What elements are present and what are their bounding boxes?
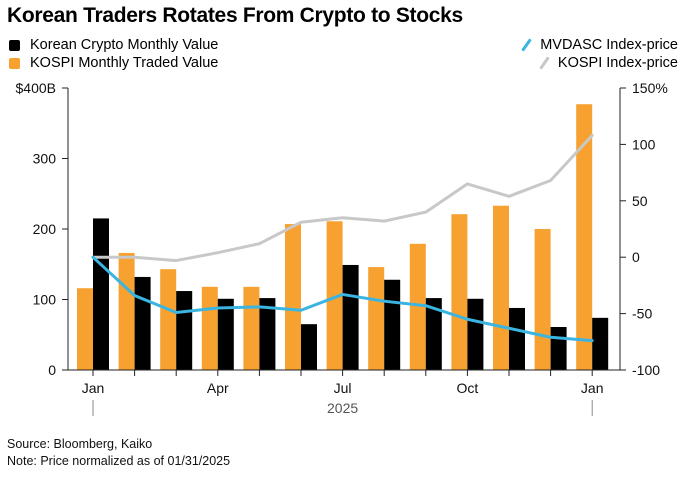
left-axis-tick-label: 300 <box>33 151 57 167</box>
crypto-value-bar <box>509 307 525 370</box>
legend-square-icon <box>9 57 20 69</box>
legend-square-icon <box>9 39 20 51</box>
crypto-value-bar <box>384 279 401 370</box>
crypto-value-bar <box>301 324 317 370</box>
kospi-value-bar <box>243 286 260 370</box>
right-axis-tick-label: 0 <box>632 249 640 265</box>
crypto-value-bar <box>342 264 359 370</box>
kospi-value-bar <box>451 214 468 370</box>
source-note: Source: Bloomberg, Kaiko <box>7 437 153 451</box>
x-axis-tick-label: Jan <box>82 380 105 396</box>
kospi-value-bar <box>534 229 551 370</box>
right-axis-tick-label: 100 <box>632 136 656 152</box>
x-axis-year-label: 2025 <box>327 400 358 416</box>
kospi-value-bar <box>493 205 509 370</box>
legend-item-kospi-value: KOSPI Monthly Traded Value <box>9 55 218 71</box>
chart-title: Korean Traders Rotates From Crypto to St… <box>7 4 463 27</box>
legend-label: Korean Crypto Monthly Value <box>30 37 219 53</box>
kospi-value-bar <box>326 221 343 370</box>
crypto-value-bar <box>550 326 567 370</box>
left-axis-tick-label: 200 <box>33 221 57 237</box>
x-axis-tick-label: Apr <box>207 380 229 396</box>
kospi-value-bar <box>285 224 301 370</box>
kospi-value-bar <box>576 104 593 370</box>
kospi-value-bar <box>118 252 135 370</box>
left-axis-tick-label: 100 <box>33 292 57 308</box>
legend-label: MVDASC Index-price <box>540 37 678 53</box>
right-axis-tick-label: 50 <box>632 193 648 209</box>
right-axis-tick-label: 150% <box>632 80 668 96</box>
crypto-value-bar <box>259 298 276 370</box>
crypto-value-bar <box>217 298 234 370</box>
normalization-note: Note: Price normalized as of 01/31/2025 <box>7 454 231 468</box>
kospi-value-bar <box>77 288 93 370</box>
crypto-value-bar <box>176 291 193 370</box>
crypto-value-bar <box>134 276 151 370</box>
legend-item-crypto-value: Korean Crypto Monthly Value <box>9 37 218 53</box>
legend-item-kospi-price: KOSPI Index-price <box>539 55 678 71</box>
left-axis-tick-label: 0 <box>48 362 56 378</box>
crypto-value-bar <box>425 298 442 370</box>
mvdasc-price-line <box>91 255 594 343</box>
kospi-value-bar <box>368 267 385 370</box>
kospi-value-bar <box>160 269 177 370</box>
legend-label: KOSPI Index-price <box>557 55 678 71</box>
crypto-value-bar <box>93 218 109 370</box>
crypto-value-bar <box>467 298 484 370</box>
kospi-value-bar <box>201 286 218 370</box>
kospi-price-line <box>91 133 594 263</box>
x-axis-tick-label: Jul <box>334 380 352 396</box>
legend-label: KOSPI Monthly Traded Value <box>30 55 219 71</box>
left-axis-tick-label: $400B <box>16 80 56 96</box>
right-axis-tick-label: -50 <box>632 306 652 322</box>
right-axis-tick-label: -100 <box>632 362 660 378</box>
chart-plot: 0 100 200 300 $400B -100 -50 0 50 100 150% Jan Apr Ju… <box>16 80 668 416</box>
kospi-value-bar <box>409 243 426 370</box>
legend-item-mvdasc-price: MVDASC Index-price <box>521 37 678 53</box>
x-axis-tick-label: Jan <box>581 380 604 396</box>
x-axis-tick-label: Oct <box>457 380 479 396</box>
crypto-value-bar <box>592 317 609 370</box>
